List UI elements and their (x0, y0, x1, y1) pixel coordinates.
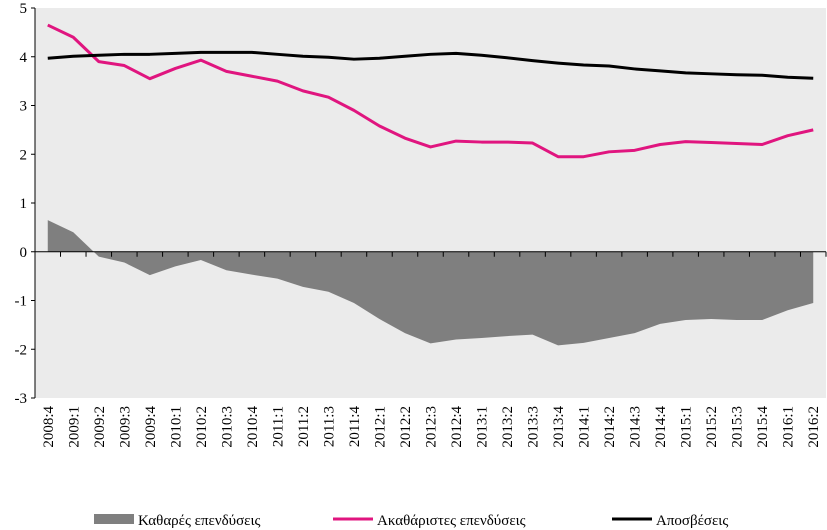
legend-label: Καθαρές επενδύσεις (138, 513, 261, 529)
x-tick-label: 2009:3 (117, 406, 133, 448)
x-axis-ticks: 2008:4 2009:1 2009:2 2009:3 2009:4 2010:1 2010… (34, 251, 827, 448)
series-3-points (47, 52, 814, 79)
y-axis-ticks: 5 4 3 2 1 0 -1 -2 -3 (15, 1, 35, 407)
x-tick-label: 2012:3 (424, 406, 440, 448)
series-1-points (47, 220, 814, 346)
x-tick-label: 2010:4 (245, 406, 261, 448)
legend-item-1: Καθαρές επενδύσεις (94, 513, 261, 529)
x-tick-label: 2008:4 (41, 406, 57, 448)
legend-label: Αποσβέσεις (656, 513, 728, 529)
line-series-layer (47, 23, 814, 346)
x-tick-label: 2014:2 (602, 406, 618, 448)
y-tick-label: 2 (20, 147, 28, 163)
x-tick-label: 2013:1 (475, 406, 491, 448)
legend: Καθαρές επενδύσεις Ακαθάριστες επενδύσεις… (94, 513, 728, 529)
x-tick-label: 2014:1 (577, 406, 593, 448)
legend-item-2: Ακαθάριστες επενδύσεις (333, 513, 526, 529)
x-tick-label: 2015:1 (679, 406, 695, 448)
y-tick-label: 3 (20, 99, 28, 115)
y-tick-label: -3 (15, 391, 28, 407)
y-tick-label: 0 (20, 245, 28, 261)
x-tick-label: 2015:4 (755, 406, 771, 448)
x-tick-label: 2011:3 (321, 406, 337, 447)
x-tick-label: 2009:2 (92, 406, 108, 448)
x-tick-label: 2012:4 (449, 406, 465, 448)
x-tick-label: 2012:2 (398, 406, 414, 448)
x-tick-label: 2014:3 (628, 406, 644, 448)
series-1-area (47, 220, 814, 346)
x-tick-label: 2016:1 (781, 406, 797, 448)
x-tick-label: 2014:4 (653, 406, 669, 448)
x-tick-label: 2011:1 (270, 406, 286, 447)
x-tick-label: 2011:2 (296, 406, 312, 447)
area-series-layer (47, 220, 814, 346)
legend-item-3: Αποσβέσεις (612, 513, 728, 529)
y-tick-label: 5 (20, 1, 28, 17)
y-tick-label: -2 (15, 342, 28, 358)
x-tick-label: 2012:1 (372, 406, 388, 448)
x-tick-label: 2010:3 (219, 406, 235, 448)
x-tick-label: 2013:4 (551, 406, 567, 448)
series-2-points (47, 25, 814, 157)
legend-label: Ακαθάριστες επενδύσεις (377, 513, 526, 529)
x-tick-label: 2010:1 (168, 406, 184, 448)
x-tick-label: 2015:2 (704, 406, 720, 448)
y-tick-label: 1 (20, 196, 28, 212)
x-tick-label: 2011:4 (347, 406, 363, 448)
y-tick-label: -1 (15, 294, 28, 310)
x-tick-label: 2010:2 (194, 406, 210, 448)
x-tick-label: 2009:4 (143, 406, 159, 448)
x-tick-label: 2016:2 (806, 406, 822, 448)
y-tick-label: 4 (20, 50, 28, 66)
x-tick-label: 2015:3 (730, 406, 746, 448)
x-tick-label: 2013:2 (500, 406, 516, 448)
legend-swatch (94, 514, 134, 524)
x-tick-label: 2013:3 (526, 406, 542, 448)
x-tick-label: 2009:1 (66, 406, 82, 448)
